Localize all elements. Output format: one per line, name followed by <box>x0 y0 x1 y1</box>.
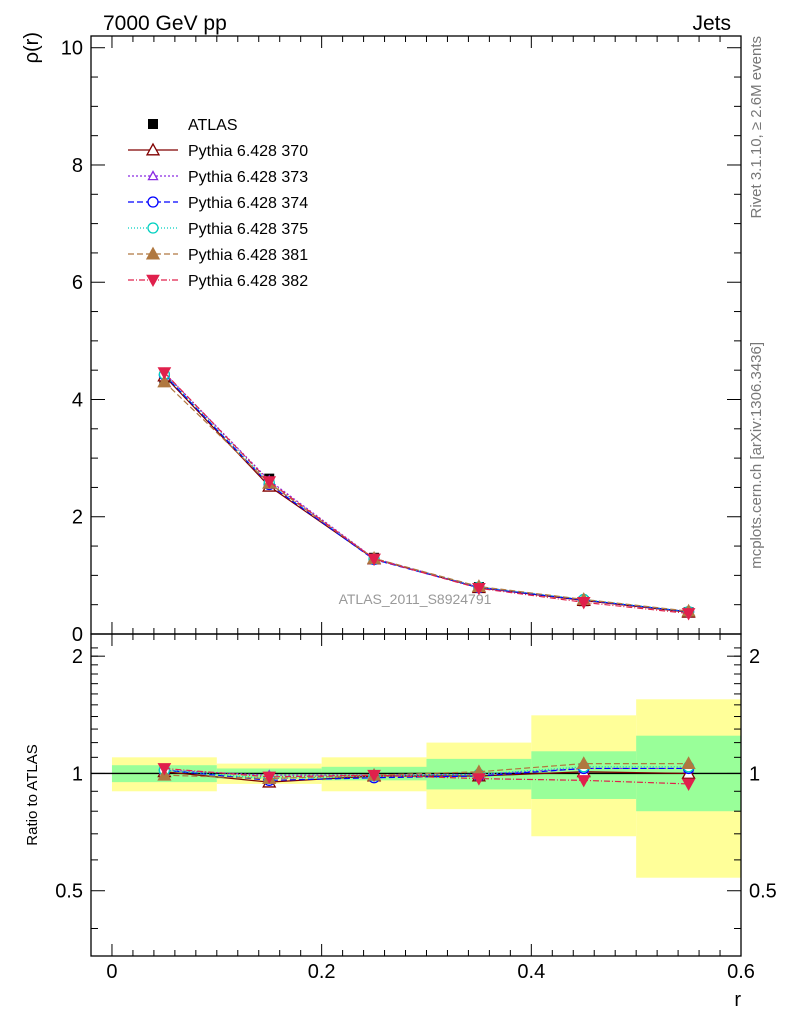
main-line-4 <box>163 373 689 613</box>
ratio-line-2 <box>164 767 689 781</box>
ratio-ylabel: Ratio to ATLAS <box>24 744 41 845</box>
ratio-point-4-5 <box>681 756 696 770</box>
main-line-3 <box>163 374 689 613</box>
ratio-y-tick-label: 2 <box>72 646 83 668</box>
main-point-6-1 <box>262 476 277 489</box>
ratio-point-5-4 <box>576 775 591 788</box>
ratio-point-5-0 <box>157 763 172 776</box>
legend-label-3: Pythia 6.428 374 <box>188 195 308 212</box>
ratio-line-4 <box>164 762 689 780</box>
main-y-tick-label: 8 <box>72 155 83 177</box>
main-point-6-5 <box>681 608 696 621</box>
legend-marker-5 <box>145 246 161 260</box>
x-tick-label: 0.4 <box>517 961 545 983</box>
header-left: 7000 GeV pp <box>103 12 227 35</box>
header-right: Jets <box>692 12 731 35</box>
legend-label-5: Pythia 6.428 381 <box>188 247 308 264</box>
ratio-y-tick-label-right: 1 <box>749 763 760 785</box>
ratio-point-4-4 <box>576 756 591 770</box>
main-y-tick-label: 2 <box>72 507 83 529</box>
legend-label-2: Pythia 6.428 373 <box>188 169 308 186</box>
ratio-y-tick-label-right: 2 <box>749 646 760 668</box>
main-line-5 <box>163 381 689 612</box>
x-tick-label: 0.2 <box>308 961 336 983</box>
analysis-watermark: ATLAS_2011_S8924791 <box>339 591 492 607</box>
ratio-panel: 0 0.2 0.4 0.6 0.5 0.5 1 1 2 2 <box>55 633 777 983</box>
main-y-tick-label: 10 <box>61 38 83 60</box>
main-panel: 0 2 4 6 8 10 <box>61 35 742 646</box>
legend-label-6: Pythia 6.428 382 <box>188 273 308 290</box>
legend-marker-4 <box>147 222 159 234</box>
main-y-tick-label: 0 <box>72 624 83 646</box>
ratio-line-5 <box>164 767 689 785</box>
main-line-6 <box>163 372 689 615</box>
legend: ATLAS Pythia 6.428 370 Pythia 6.428 373 Pyt… <box>128 117 308 290</box>
main-point-5-0 <box>157 374 172 388</box>
legend-label-0: ATLAS <box>188 117 238 134</box>
legend-marker-0 <box>148 119 158 129</box>
legend-marker-6 <box>146 274 160 288</box>
side-label-bottom: mcplots.cern.ch [arXiv:1306.3436] <box>748 342 765 569</box>
side-label-top: Rivet 3.1.10, ≥ 2.6M events <box>748 36 765 219</box>
main-point-6-0 <box>157 367 172 380</box>
main-ylabel: ρ(r) <box>21 32 43 63</box>
ratio-point-5-3 <box>472 773 486 786</box>
main-line-2 <box>163 372 689 613</box>
x-tick-label: 0.6 <box>727 961 755 983</box>
main-y-tick-label: 4 <box>72 389 83 411</box>
legend-label-1: Pythia 6.428 370 <box>188 143 308 160</box>
ratio-y-tick-label-right: 0.5 <box>749 881 777 903</box>
legend-marker-2 <box>147 170 159 181</box>
ratio-point-5-5 <box>681 778 696 791</box>
main-line-1 <box>163 375 689 613</box>
legend-marker-3 <box>147 196 159 208</box>
ratio-point-5-1 <box>262 771 277 784</box>
x-tick-label: 0 <box>106 961 117 983</box>
main-point-6-4 <box>576 597 591 610</box>
ratio-frame <box>90 633 742 957</box>
legend-marker-1 <box>145 142 161 156</box>
ratio-y-tick-label: 0.5 <box>55 881 83 903</box>
x-axis-label: r <box>734 989 741 1011</box>
ratio-line-3 <box>164 766 689 780</box>
ratio-y-tick-label: 1 <box>72 763 83 785</box>
main-point-6-2 <box>367 553 381 566</box>
legend-label-4: Pythia 6.428 375 <box>188 221 308 238</box>
ratio-line-0 <box>164 771 689 783</box>
main-point-6-3 <box>472 582 486 596</box>
main-y-tick-label: 6 <box>72 272 83 294</box>
ratio-point-5-2 <box>367 769 381 783</box>
